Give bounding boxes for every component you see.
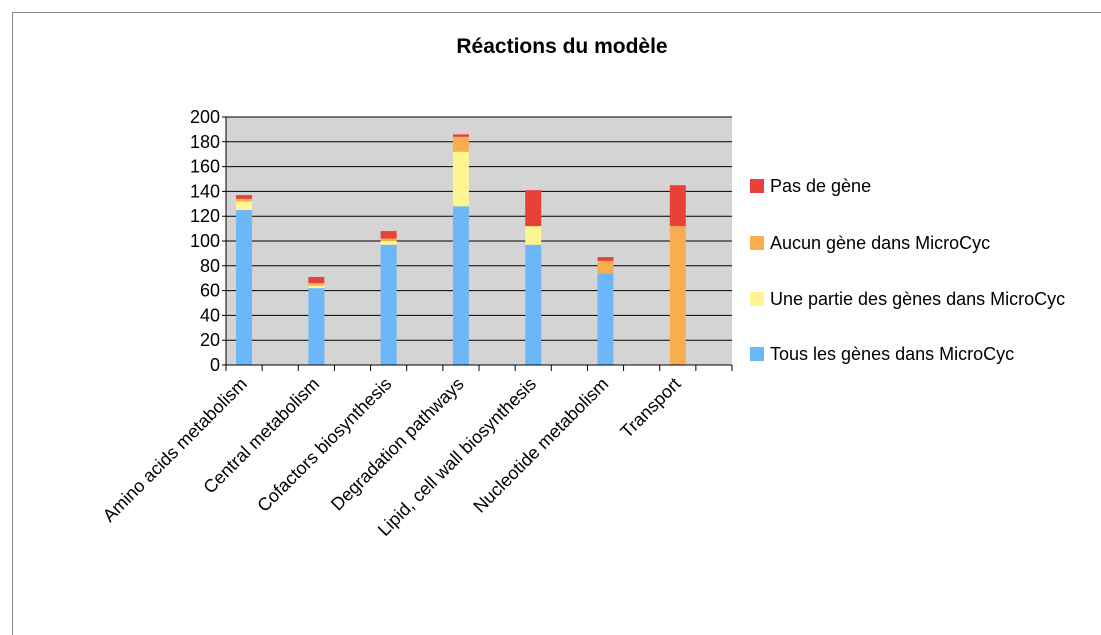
- bar-segment: [380, 241, 397, 245]
- bar-segment: [380, 244, 397, 365]
- y-tick-label: 0: [210, 355, 220, 375]
- bar-segment: [380, 231, 397, 239]
- bar-segment: [452, 134, 469, 137]
- bar-segment: [669, 185, 686, 227]
- y-tick-label: 180: [190, 132, 220, 152]
- legend-swatch: [750, 292, 764, 306]
- y-tick-label: 200: [190, 107, 220, 127]
- bar-segment: [236, 210, 253, 365]
- bar-segment: [380, 238, 397, 241]
- y-tick-label: 20: [200, 330, 220, 350]
- bar-segment: [452, 151, 469, 207]
- legend-item: Aucun gène dans MicroCyc: [750, 232, 1100, 254]
- bar-segment: [452, 136, 469, 152]
- bar-segment: [308, 288, 325, 365]
- bar-segment: [308, 285, 325, 289]
- y-tick-label: 40: [200, 305, 220, 325]
- legend-label: Aucun gène dans MicroCyc: [770, 233, 991, 253]
- legend-item: Pas de gène: [750, 175, 1100, 197]
- y-tick-label: 80: [200, 256, 220, 276]
- legend-item: Une partie des gènes dans MicroCyc: [750, 288, 1100, 310]
- bar-segment: [236, 201, 253, 210]
- y-tick-label: 60: [200, 281, 220, 301]
- bar-segment: [597, 260, 614, 274]
- legend-label: Pas de gène: [770, 176, 872, 196]
- bar-segment: [597, 257, 614, 261]
- legend-label: Une partie des gènes dans MicroCyc: [770, 289, 1066, 309]
- y-tick-label: 160: [190, 157, 220, 177]
- legend-label: Tous les gènes dans MicroCyc: [770, 344, 1015, 364]
- legend-swatch: [750, 179, 764, 193]
- bar-segment: [308, 276, 325, 284]
- legend-item: Tous les gènes dans MicroCyc: [750, 343, 1100, 365]
- bar-segment: [236, 195, 253, 199]
- bar-segment: [236, 198, 253, 202]
- bar-segment: [308, 283, 325, 286]
- bar-segment: [525, 244, 542, 365]
- bar-segment: [669, 226, 686, 365]
- y-tick-label: 140: [190, 181, 220, 201]
- chart-title: Réactions du modèle: [456, 35, 667, 58]
- legend-swatch: [750, 236, 764, 250]
- y-tick-label: 120: [190, 206, 220, 226]
- bar-segment: [597, 273, 614, 365]
- legend-swatch: [750, 347, 764, 361]
- bar-segment: [525, 190, 542, 227]
- bar-segment: [525, 226, 542, 245]
- y-tick-label: 100: [190, 231, 220, 251]
- bar-segment: [452, 206, 469, 365]
